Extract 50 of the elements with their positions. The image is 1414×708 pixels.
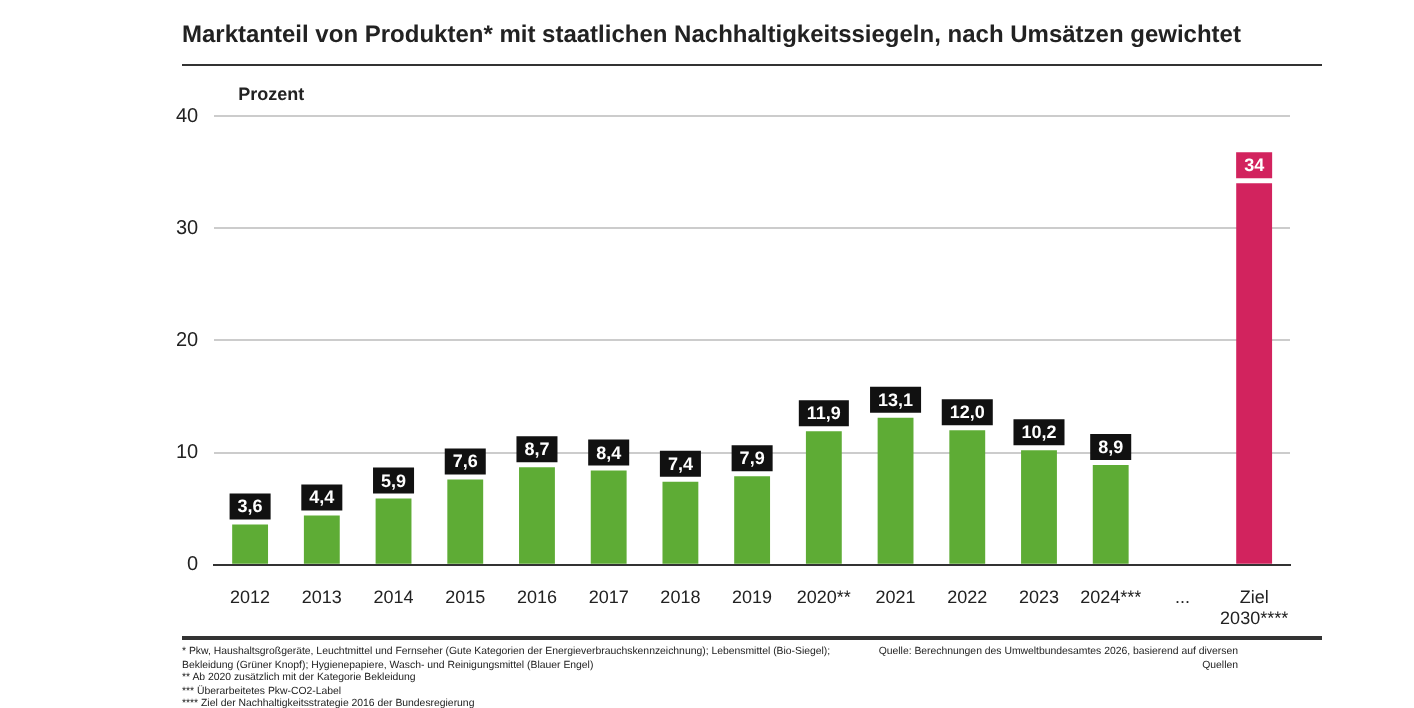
data-label: 8,9 [1098, 436, 1124, 457]
bar [662, 481, 699, 564]
data-label: 7,9 [739, 448, 765, 469]
x-tick-label: 2024*** [1080, 586, 1143, 607]
x-tick-label: 2014 [373, 586, 414, 607]
bar [805, 431, 842, 564]
x-tick-label: 2020** [796, 586, 852, 607]
x-tick-label: 2023 [1018, 586, 1060, 607]
data-label: 10,2 [1021, 422, 1057, 443]
bar [590, 470, 627, 564]
data-label: 4,4 [309, 487, 335, 508]
bar [519, 467, 555, 564]
bar [877, 417, 914, 564]
bar [949, 430, 986, 564]
y-tick-label: 40 [176, 105, 200, 128]
chart-title: Marktanteil von Produkten* mit staatlichen Nachhaltigkeitssiegeln, nach Umsätzen gewichtet [182, 20, 1322, 66]
y-tick-label: 0 [187, 554, 200, 577]
bar [1236, 183, 1273, 564]
x-tick-label: 2016 [516, 586, 557, 607]
x-tick-label: 2017 [588, 586, 629, 607]
x-tick-label: 2018 [660, 586, 701, 607]
x-tick-label: 2012 [230, 586, 271, 607]
data-label: 8,4 [596, 442, 622, 463]
y-tick-label: 30 [176, 217, 200, 240]
data-label: 7,6 [452, 451, 478, 472]
data-label: 34 [1244, 155, 1265, 176]
x-tick-label: 2013 [301, 586, 342, 607]
data-label: 13,1 [878, 389, 914, 410]
data-label: 7,4 [667, 453, 693, 474]
bar [734, 476, 771, 564]
data-label: 12,0 [949, 402, 985, 423]
data-label: 5,9 [381, 470, 407, 491]
x-tick-label: 2019 [732, 586, 773, 607]
bar [375, 498, 412, 564]
y-tick-label: 20 [176, 329, 200, 352]
x-tick-label: 2021 [875, 586, 916, 607]
bar [232, 524, 269, 564]
x-tick-label: 2015 [445, 586, 486, 607]
x-tick-label: ... [1174, 586, 1190, 607]
bar [303, 515, 340, 564]
bar [1092, 464, 1129, 564]
y-axis-title: Prozent [238, 84, 305, 104]
data-label: 3,6 [237, 496, 263, 517]
data-label: 8,7 [524, 439, 550, 460]
x-tick-label: Ziel 2030**** [1220, 586, 1290, 629]
bar [1021, 450, 1057, 564]
y-tick-label: 10 [176, 442, 200, 465]
data-label: 11,9 [806, 403, 841, 424]
x-tick-label: 2022 [947, 586, 988, 607]
bar [447, 479, 484, 564]
